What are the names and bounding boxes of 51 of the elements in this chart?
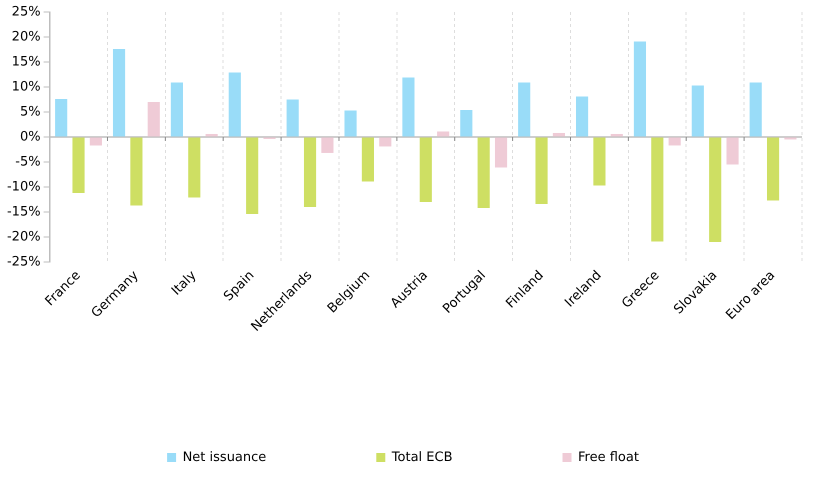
- bar: [634, 41, 646, 136]
- y-tick-label: -10%: [6, 179, 41, 194]
- bar: [286, 99, 299, 136]
- bar: [750, 82, 762, 136]
- bar: [55, 98, 68, 136]
- bar: [344, 110, 357, 136]
- bar: [437, 131, 450, 136]
- bar: [460, 110, 472, 136]
- bar: [576, 96, 588, 136]
- bar: [651, 137, 664, 242]
- bar: [130, 137, 142, 206]
- bar: [552, 132, 565, 136]
- bar: [72, 137, 85, 193]
- bar: [610, 134, 623, 136]
- bar: [668, 137, 681, 146]
- y-tick-label: -25%: [6, 254, 41, 270]
- bar: [321, 137, 334, 153]
- legend-label: Net issuance: [182, 450, 266, 465]
- bar: [170, 82, 183, 136]
- y-tick-label: -5%: [15, 154, 41, 170]
- bar: [518, 82, 530, 136]
- legend-label: Total ECB: [390, 450, 452, 465]
- bar: [379, 137, 392, 146]
- bar: [535, 137, 548, 204]
- bar: [402, 77, 415, 136]
- bar: [726, 137, 739, 164]
- bar: [188, 137, 200, 198]
- bar: [478, 137, 490, 208]
- bar: [206, 134, 218, 136]
- y-tick-label: 10%: [12, 79, 41, 94]
- bar: [766, 137, 780, 200]
- bar: [148, 102, 160, 136]
- bar: [228, 72, 241, 136]
- bar: [112, 48, 126, 136]
- y-tick-label: -15%: [6, 204, 41, 220]
- bar: [494, 137, 508, 168]
- bar: [692, 85, 704, 136]
- y-tick-label: 20%: [12, 29, 41, 44]
- bar: [90, 137, 102, 146]
- y-tick-label: 0%: [20, 129, 41, 144]
- bar: [246, 137, 258, 214]
- bar: [709, 137, 722, 242]
- y-tick-label: 25%: [12, 4, 41, 20]
- bar: [420, 137, 432, 202]
- bar: [304, 137, 316, 207]
- bar: [593, 137, 606, 186]
- bar: [362, 137, 374, 182]
- legend-label: Free float: [578, 450, 639, 465]
- y-tick-label: 5%: [20, 104, 41, 120]
- y-tick-label: 15%: [12, 54, 41, 70]
- y-tick-label: -20%: [6, 229, 41, 244]
